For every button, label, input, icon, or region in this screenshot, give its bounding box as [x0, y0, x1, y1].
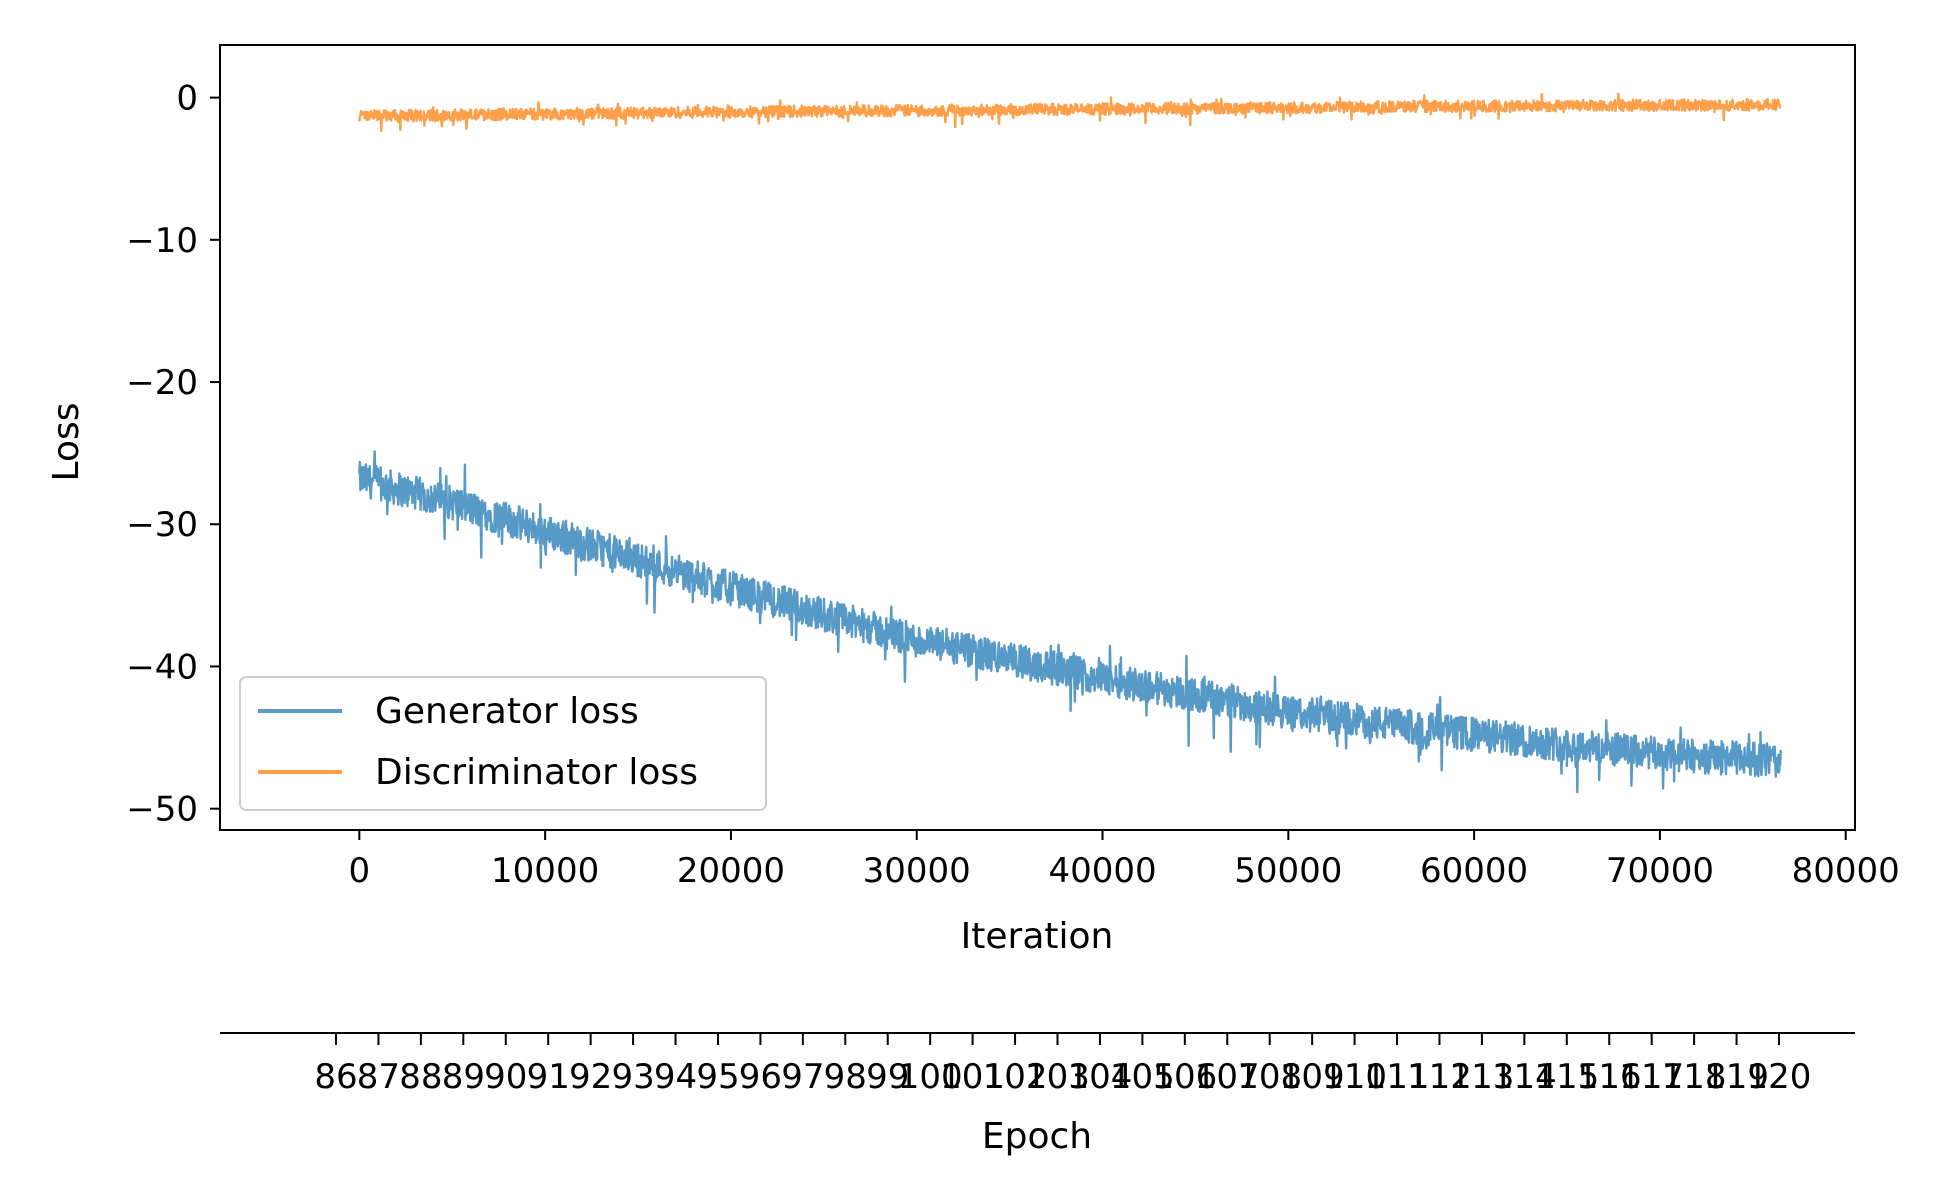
epoch-tick-label: 95	[696, 1057, 739, 1097]
epoch-tick-label: 120	[1747, 1057, 1812, 1097]
epoch-tick-label: 119	[1704, 1057, 1769, 1097]
epoch-tick-label: 94	[654, 1057, 697, 1097]
legend-box	[239, 676, 767, 811]
y-tick-label: −30	[126, 505, 198, 545]
epoch-tick-label: 103	[1025, 1057, 1090, 1097]
x-tick-label: 0	[349, 851, 371, 891]
epoch-tick-label: 97	[781, 1057, 824, 1097]
epoch-tick-label: 115	[1534, 1057, 1599, 1097]
epoch-tick-label: 92	[569, 1057, 612, 1097]
y-tick-label: −20	[126, 363, 198, 403]
epoch-tick-label: 104	[1067, 1057, 1132, 1097]
epoch-tick-label: 105	[1110, 1057, 1175, 1097]
epoch-tick-label: 87	[357, 1057, 400, 1097]
epoch-tick-label: 98	[824, 1057, 867, 1097]
plot-frame	[219, 44, 1856, 831]
epoch-tick-label: 113	[1449, 1057, 1514, 1097]
legend: Generator loss Discriminator loss	[239, 676, 767, 811]
y-axis-ticks: 0 −10 −20 −30 −40 −50	[126, 79, 220, 830]
discriminator-loss-line	[358, 92, 1782, 133]
epoch-tick-label: 117	[1619, 1057, 1684, 1097]
epoch-tick-label: 91	[527, 1057, 570, 1097]
epoch-axis-title: Epoch	[982, 1116, 1092, 1157]
x-tick-label: 40000	[1048, 851, 1156, 891]
epoch-tick-label: 110	[1322, 1057, 1387, 1097]
x-tick-label: 50000	[1234, 851, 1342, 891]
legend-label-discriminator: Discriminator loss	[375, 752, 698, 793]
epoch-tick-label: 88	[399, 1057, 442, 1097]
epoch-tick-label: 89	[442, 1057, 485, 1097]
x-axis-ticks: 0 10000 20000 30000 40000 50000 60000 70000 8000…	[349, 830, 1900, 891]
x-axis-title: Iteration	[961, 916, 1114, 957]
epoch-tick-label: 102	[983, 1057, 1048, 1097]
epoch-tick-label: 99	[866, 1057, 909, 1097]
epoch-tick-label: 96	[739, 1057, 782, 1097]
y-tick-label: −40	[126, 647, 198, 687]
legend-label-generator: Generator loss	[375, 691, 639, 732]
epoch-tick-label: 114	[1492, 1057, 1557, 1097]
epoch-tick-label: 109	[1280, 1057, 1345, 1097]
x-tick-label: 30000	[863, 851, 971, 891]
epoch-tick-label: 111	[1365, 1057, 1430, 1097]
epoch-tick-label: 86	[314, 1057, 357, 1097]
epoch-tick-label: 101	[940, 1057, 1005, 1097]
x-tick-label: 10000	[491, 851, 599, 891]
epoch-tick-label: 107	[1195, 1057, 1260, 1097]
epoch-tick-label: 108	[1237, 1057, 1302, 1097]
epoch-tick-label: 118	[1662, 1057, 1727, 1097]
y-axis-title: Loss	[46, 403, 87, 482]
epoch-tick-label: 112	[1407, 1057, 1472, 1097]
x-tick-label: 20000	[677, 851, 785, 891]
y-tick-label: −50	[126, 790, 198, 830]
epoch-tick-label: 116	[1577, 1057, 1642, 1097]
generator-loss-line	[358, 450, 1782, 794]
series-layer	[358, 92, 1782, 794]
y-tick-label: −10	[126, 221, 198, 261]
epoch-tick-label: 90	[484, 1057, 527, 1097]
y-tick-label: 0	[176, 79, 198, 119]
epoch-axis-ticks: 86 87 88 89 90 91 92 93 94 95 96 97 98 99100101102103…	[314, 1033, 1811, 1097]
x-tick-label: 80000	[1792, 851, 1900, 891]
epoch-tick-label: 100	[898, 1057, 963, 1097]
epoch-tick-label: 106	[1152, 1057, 1217, 1097]
x-tick-label: 60000	[1420, 851, 1528, 891]
epoch-tick-label: 93	[611, 1057, 654, 1097]
x-tick-label: 70000	[1606, 851, 1714, 891]
